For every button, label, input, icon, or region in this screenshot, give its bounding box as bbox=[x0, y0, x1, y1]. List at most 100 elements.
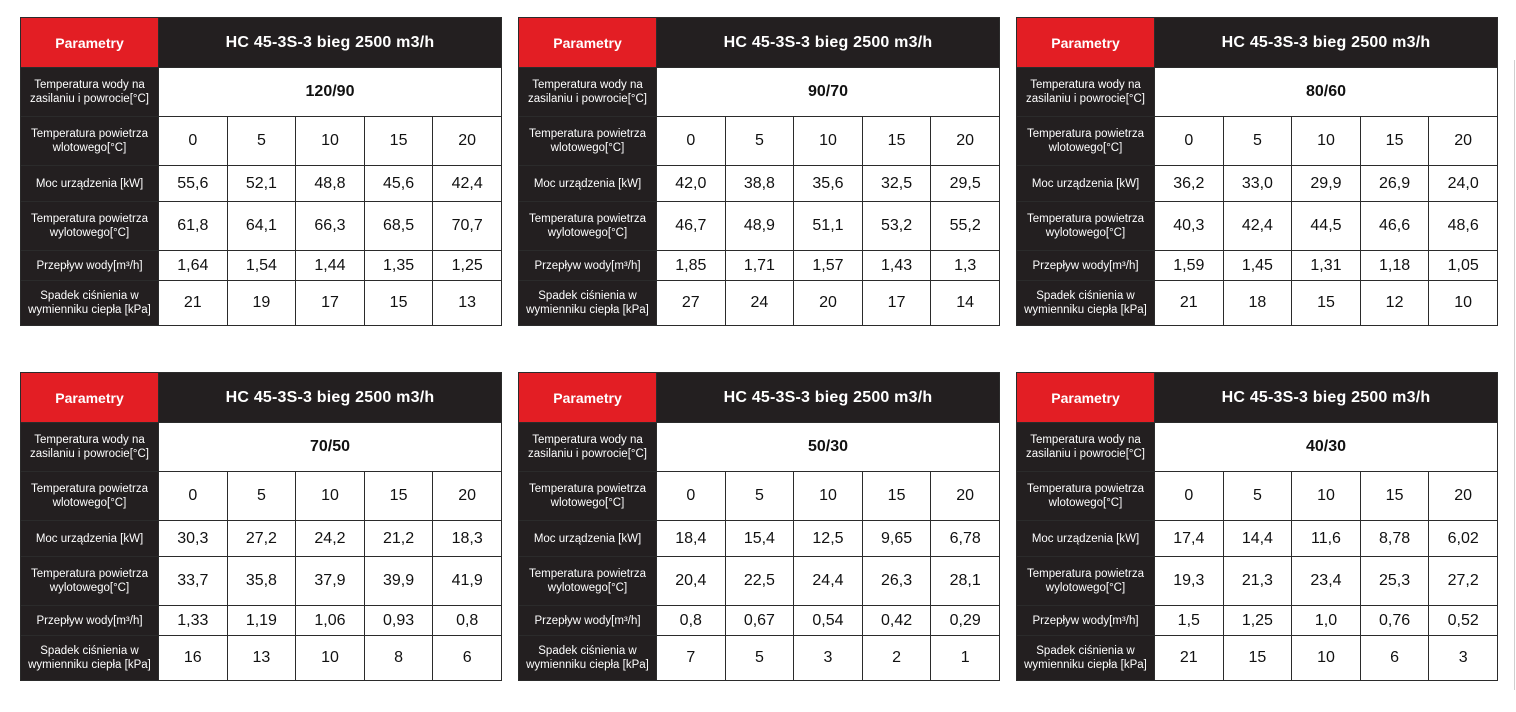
table-cell: 21,2 bbox=[363, 520, 434, 557]
table-cell: 1,33 bbox=[158, 605, 228, 636]
row-label: Moc urządzenia [kW] bbox=[518, 165, 657, 202]
water-flow-row: Przepływ wody[m³/h] 1,64 1,54 1,44 1,35 1,25 bbox=[20, 250, 502, 281]
table-cell: 10 bbox=[295, 635, 365, 681]
table-cell: 0,8 bbox=[432, 605, 502, 636]
table-cell: 1 bbox=[930, 635, 1000, 681]
power-row: Moc urządzenia [kW] 18,4 15,4 12,5 9,65 6,78 bbox=[518, 520, 1000, 557]
water-temp-value: 70/50 bbox=[158, 422, 502, 472]
table-cell: 52,1 bbox=[226, 165, 297, 202]
table-cell: 48,8 bbox=[295, 165, 365, 202]
pressure-drop-row: Spadek ciśnienia w wymienniku ciepła [kP… bbox=[1016, 635, 1498, 681]
power-row: Moc urządzenia [kW] 30,3 27,2 24,2 21,2 18,3 bbox=[20, 520, 502, 557]
table-cell: 1,19 bbox=[226, 605, 297, 636]
table-cell: 15 bbox=[363, 280, 434, 326]
table-cell: 19,3 bbox=[1154, 556, 1224, 606]
table-cell: 1,06 bbox=[295, 605, 365, 636]
outlet-temp-row: Temperatura powietrza wylotowego[°C] 33,7… bbox=[20, 556, 502, 606]
parameters-header: Parametry bbox=[518, 17, 657, 68]
table-cell: 1,57 bbox=[793, 250, 863, 281]
table-cell: 20 bbox=[930, 471, 1000, 521]
table-cell: 20 bbox=[1428, 471, 1498, 521]
table-cell: 21 bbox=[1154, 280, 1224, 326]
table-cell: 15 bbox=[1291, 280, 1361, 326]
power-row: Moc urządzenia [kW] 42,0 38,8 35,6 32,5 29,5 bbox=[518, 165, 1000, 202]
table-cell: 1,0 bbox=[1291, 605, 1361, 636]
table-cell: 14,4 bbox=[1222, 520, 1293, 557]
pressure-drop-row: Spadek ciśnienia w wymienniku ciepła [kP… bbox=[518, 280, 1000, 326]
table-cell: 16 bbox=[158, 635, 228, 681]
table-cell: 10 bbox=[1291, 635, 1361, 681]
table-cell: 11,6 bbox=[1291, 520, 1361, 557]
header-row: Parametry HC 45-3S-3 bieg 2500 m3/h bbox=[1016, 372, 1498, 423]
model-header: HC 45-3S-3 bieg 2500 m3/h bbox=[656, 17, 1000, 68]
table-cell: 24,4 bbox=[793, 556, 863, 606]
parameters-header: Parametry bbox=[20, 372, 159, 423]
table-cell: 42,0 bbox=[656, 165, 726, 202]
row-label: Temperatura powietrza wylotowego[°C] bbox=[1016, 201, 1155, 251]
water-temp-row: Temperatura wody na zasilaniu i powrocie… bbox=[1016, 422, 1498, 472]
table-cell: 10 bbox=[793, 116, 863, 166]
table-cell: 5 bbox=[724, 635, 795, 681]
table-cell: 24,2 bbox=[295, 520, 365, 557]
table-cell: 48,6 bbox=[1428, 201, 1498, 251]
table-cell: 41,9 bbox=[432, 556, 502, 606]
table-cell: 5 bbox=[226, 471, 297, 521]
power-row: Moc urządzenia [kW] 17,4 14,4 11,6 8,78 6,02 bbox=[1016, 520, 1498, 557]
table-cell: 39,9 bbox=[363, 556, 434, 606]
power-row: Moc urządzenia [kW] 36,2 33,0 29,9 26,9 24,0 bbox=[1016, 165, 1498, 202]
table-cell: 19 bbox=[226, 280, 297, 326]
table-cell: 0 bbox=[656, 471, 726, 521]
table-cell: 21 bbox=[158, 280, 228, 326]
water-temp-row: Temperatura wody na zasilaniu i powrocie… bbox=[518, 67, 1000, 117]
table-cell: 21 bbox=[1154, 635, 1224, 681]
table-cell: 20 bbox=[793, 280, 863, 326]
row-label: Moc urządzenia [kW] bbox=[20, 165, 159, 202]
table-cell: 25,3 bbox=[1359, 556, 1430, 606]
table-cell: 70,7 bbox=[432, 201, 502, 251]
header-row: Parametry HC 45-3S-3 bieg 2500 m3/h bbox=[518, 372, 1000, 423]
table-cell: 8 bbox=[363, 635, 434, 681]
outlet-temp-row: Temperatura powietrza wylotowego[°C] 19,3… bbox=[1016, 556, 1498, 606]
row-label: Temperatura powietrza wylotowego[°C] bbox=[518, 556, 657, 606]
table-cell: 15 bbox=[1359, 471, 1430, 521]
table-cell: 1,45 bbox=[1222, 250, 1293, 281]
power-row: Moc urządzenia [kW] 55,6 52,1 48,8 45,6 42,4 bbox=[20, 165, 502, 202]
parameter-table: Parametry HC 45-3S-3 bieg 2500 m3/h Temper… bbox=[20, 372, 502, 681]
inlet-temp-row: Temperatura powietrza wlotowego[°C] 0 5 10 1… bbox=[518, 116, 1000, 166]
table-cell: 27,2 bbox=[226, 520, 297, 557]
table-cell: 53,2 bbox=[861, 201, 932, 251]
row-label: Temperatura wody na zasilaniu i powrocie… bbox=[518, 422, 657, 472]
header-row: Parametry HC 45-3S-3 bieg 2500 m3/h bbox=[20, 17, 502, 68]
table-cell: 15 bbox=[861, 116, 932, 166]
table-cell: 38,8 bbox=[724, 165, 795, 202]
row-label: Moc urządzenia [kW] bbox=[20, 520, 159, 557]
table-cell: 18 bbox=[1222, 280, 1293, 326]
table-cell: 26,3 bbox=[861, 556, 932, 606]
water-temp-row: Temperatura wody na zasilaniu i powrocie… bbox=[518, 422, 1000, 472]
table-cell: 35,8 bbox=[226, 556, 297, 606]
table-cell: 3 bbox=[1428, 635, 1498, 681]
parameter-table: Parametry HC 45-3S-3 bieg 2500 m3/h Temper… bbox=[1016, 17, 1498, 326]
row-label: Moc urządzenia [kW] bbox=[1016, 520, 1155, 557]
model-header: HC 45-3S-3 bieg 2500 m3/h bbox=[1154, 17, 1498, 68]
pressure-drop-row: Spadek ciśnienia w wymienniku ciepła [kP… bbox=[20, 635, 502, 681]
table-cell: 42,4 bbox=[1222, 201, 1293, 251]
row-label: Moc urządzenia [kW] bbox=[1016, 165, 1155, 202]
table-cell: 5 bbox=[226, 116, 297, 166]
table-cell: 15 bbox=[1222, 635, 1293, 681]
table-cell: 5 bbox=[1222, 471, 1293, 521]
table-cell: 1,85 bbox=[656, 250, 726, 281]
table-cell: 1,35 bbox=[363, 250, 434, 281]
table-cell: 33,7 bbox=[158, 556, 228, 606]
row-label: Temperatura powietrza wylotowego[°C] bbox=[20, 556, 159, 606]
row-label: Spadek ciśnienia w wymienniku ciepła [kP… bbox=[20, 280, 159, 326]
table-cell: 21,3 bbox=[1222, 556, 1293, 606]
model-header: HC 45-3S-3 bieg 2500 m3/h bbox=[158, 17, 502, 68]
table-cell: 42,4 bbox=[432, 165, 502, 202]
table-cell: 12,5 bbox=[793, 520, 863, 557]
table-cell: 68,5 bbox=[363, 201, 434, 251]
table-cell: 27 bbox=[656, 280, 726, 326]
table-cell: 14 bbox=[930, 280, 1000, 326]
water-temp-row: Temperatura wody na zasilaniu i powrocie… bbox=[1016, 67, 1498, 117]
table-cell: 55,2 bbox=[930, 201, 1000, 251]
